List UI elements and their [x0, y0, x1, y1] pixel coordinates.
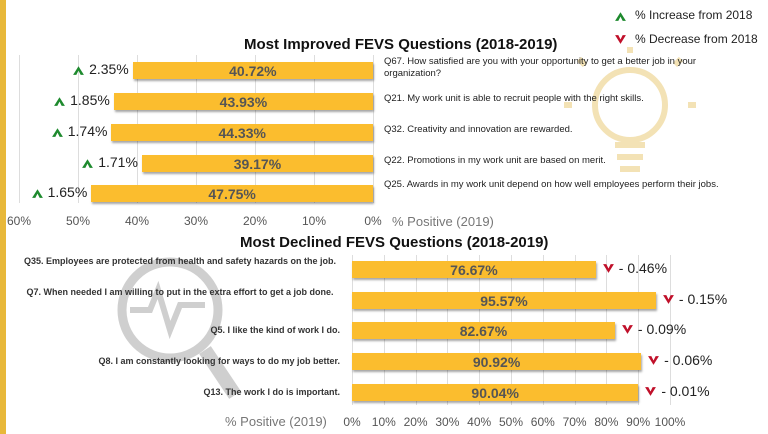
- tick-label: 10%: [301, 214, 327, 228]
- change-label: - 0.09%: [621, 321, 686, 337]
- change-value: 1.65%: [47, 184, 88, 200]
- change-value: 1.74%: [67, 123, 108, 139]
- change-value: 1.71%: [98, 154, 138, 170]
- bar: 90.04%: [352, 384, 639, 401]
- change-value: - 0.06%: [664, 352, 713, 368]
- change-label: - 0.01%: [644, 383, 710, 399]
- change-value: - 0.46%: [618, 260, 668, 276]
- change-label: - 0.46%: [602, 260, 667, 276]
- change-value: - 0.09%: [637, 321, 687, 337]
- tick-label: 80%: [594, 415, 619, 429]
- legend-label: % Increase from 2018: [635, 8, 753, 22]
- chart-title: Most Declined FEVS Questions (2018-2019): [240, 234, 549, 251]
- bar: 44.33%: [111, 124, 373, 141]
- question-label: Q13. The work I do is important.: [203, 387, 340, 397]
- question-label: Q22. Promotions in my work unit are base…: [384, 155, 606, 166]
- legend-item: % Decrease from 2018: [614, 32, 758, 46]
- question-label: Q7. When needed I am willing to put in t…: [26, 287, 334, 297]
- chart-title: Most Improved FEVS Questions (2018-2019): [244, 36, 558, 53]
- change-label: - 0.06%: [647, 352, 712, 368]
- change-label: 2.35%: [72, 61, 129, 77]
- tick-label: 50%: [65, 214, 91, 228]
- down-chevron-icon: [621, 324, 633, 334]
- tick-label: 30%: [435, 415, 460, 429]
- change-label: - 0.15%: [662, 291, 727, 307]
- tick-label: 50%: [498, 415, 524, 429]
- tick-label: 90%: [626, 415, 651, 429]
- gridline: [373, 55, 374, 203]
- gridline: [670, 255, 671, 405]
- tick-label: 40%: [124, 214, 150, 228]
- up-chevron-icon: [51, 127, 63, 137]
- legend-label: % Decrease from 2018: [635, 32, 758, 46]
- tick-label: 10%: [371, 415, 396, 429]
- tick-label: 100%: [654, 415, 686, 429]
- change-value: - 0.01%: [661, 383, 710, 399]
- tick-label: 60%: [6, 214, 32, 228]
- down-chevron-icon: [602, 263, 614, 273]
- gridline: [19, 55, 20, 203]
- lightbulb-icon: [564, 47, 696, 172]
- axis-label: % Positive (2019): [392, 214, 494, 229]
- change-label: 1.85%: [53, 92, 110, 108]
- up-chevron-icon: [615, 11, 626, 21]
- down-chevron-icon: [662, 294, 674, 304]
- up-chevron-icon: [54, 96, 66, 106]
- tick-label: 20%: [403, 415, 428, 429]
- change-label: 1.71%: [81, 154, 138, 170]
- tick-label: 20%: [242, 214, 268, 228]
- change-label: 1.65%: [31, 184, 88, 200]
- gridline: [78, 55, 79, 203]
- tick-label: 0%: [343, 415, 361, 429]
- accent-strip: [0, 0, 6, 434]
- bar: 95.57%: [352, 292, 656, 309]
- down-chevron-icon: [648, 355, 660, 365]
- tick-label: 0%: [364, 214, 382, 228]
- question-label: Q25. Awards in my work unit depend on ho…: [384, 179, 719, 190]
- question-label: Q32. Creativity and innovation are rewar…: [384, 124, 573, 135]
- legend-item: % Increase from 2018: [614, 8, 752, 22]
- tick-label: 40%: [467, 415, 492, 429]
- tick-label: 70%: [562, 415, 587, 429]
- up-chevron-icon: [82, 158, 94, 168]
- change-value: - 0.15%: [678, 291, 728, 307]
- bar: 82.67%: [352, 322, 615, 339]
- bar: 47.75%: [91, 185, 373, 202]
- bar: 43.93%: [113, 93, 373, 110]
- question-label: Q35. Employees are protected from health…: [23, 256, 337, 266]
- axis-label: % Positive (2019): [225, 414, 327, 429]
- bar: 40.72%: [132, 62, 373, 79]
- up-chevron-icon: [31, 188, 43, 198]
- tick-label: 30%: [183, 214, 209, 228]
- bar: 76.67%: [352, 261, 596, 278]
- bar: 39.17%: [141, 155, 373, 172]
- tick-label: 60%: [530, 415, 555, 429]
- up-chevron-icon: [73, 65, 84, 75]
- gridline: [638, 255, 640, 405]
- question-label: Q21. My work unit is able to recruit peo…: [384, 93, 644, 104]
- question-label: Q5. I like the kind of work I do.: [210, 325, 340, 335]
- down-chevron-icon: [615, 34, 626, 44]
- change-value: 1.85%: [70, 92, 110, 108]
- change-value: 2.35%: [89, 61, 129, 77]
- bar: 90.92%: [352, 353, 642, 370]
- question-label: Q67. How satisfied are you with your opp…: [384, 56, 697, 79]
- question-label: Q8. I am constantly looking for ways to …: [98, 356, 340, 366]
- change-label: 1.74%: [51, 123, 108, 139]
- down-chevron-icon: [645, 386, 657, 396]
- magnifier-icon: [117, 257, 241, 399]
